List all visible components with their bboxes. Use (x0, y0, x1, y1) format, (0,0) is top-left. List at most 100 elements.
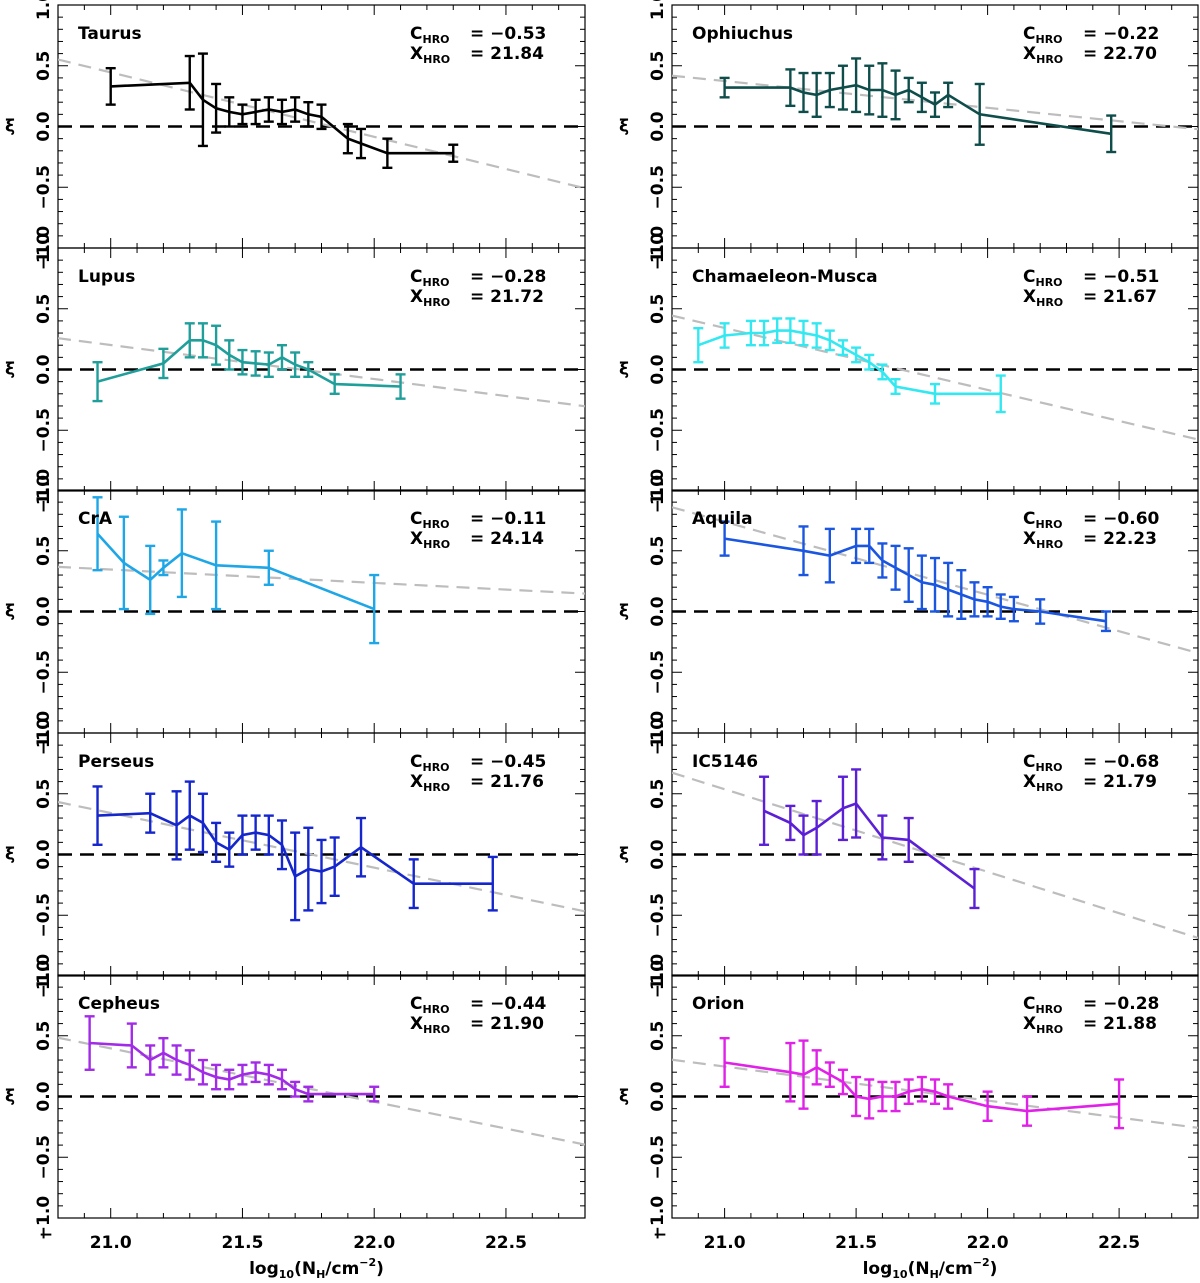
y-axis-label: ξ (5, 602, 15, 622)
y-tick-label: −0.5 (34, 650, 54, 694)
y-axis-label: ξ (619, 602, 629, 622)
x-hro-value: = 22.23 (1083, 529, 1157, 549)
c-hro-subscript: HRO (422, 518, 449, 531)
y-tick-label: 0.5 (648, 779, 668, 809)
panel-title: Chamaeleon-Musca (692, 267, 878, 287)
x-hro-label: XHRO (1023, 287, 1063, 309)
panel-perseus: −1.0−0.50.00.51.0ξPerseus CHRO = −0.45XHRO… (5, 718, 585, 998)
panel-cepheus: −1.0−0.50.00.51.0ξCepheus CHRO = −0.44XHRO… (5, 960, 585, 1281)
panel-title: Taurus (78, 24, 142, 44)
y-tick-label: 1.0 (648, 233, 668, 263)
c-hro-subscript: HRO (1035, 518, 1062, 531)
fit-line (58, 338, 585, 406)
x-hro-value: = 24.14 (470, 529, 544, 549)
y-tick-label: 1.0 (34, 0, 54, 20)
c-hro-label: CHRO (1023, 752, 1063, 774)
c-hro-subscript: HRO (1035, 276, 1062, 289)
x-axis-label: log10(NH/cm−2) (863, 1256, 998, 1281)
c-hro-label: CHRO (410, 267, 450, 289)
x-tick-label: 22.5 (1098, 1233, 1140, 1253)
x-hro-value: = 21.67 (1083, 287, 1157, 307)
y-tick-label: 0.5 (34, 1021, 54, 1051)
x-axis-label-part: /cm (939, 1259, 973, 1279)
x-hro-value: = 21.76 (470, 772, 544, 792)
y-tick-label: 0.5 (34, 779, 54, 809)
c-hro-label: CHRO (410, 24, 450, 46)
c-hro-value: = −0.53 (470, 24, 546, 44)
x-axis-label-part: (N (908, 1259, 930, 1279)
panel-taurus: −1.0−0.50.00.51.0ξTaurus CHRO = −0.53XHRO =… (5, 0, 585, 270)
c-hro-value: = −0.68 (1083, 752, 1159, 772)
x-tick-label: 22.0 (967, 1233, 1009, 1253)
error-bar (904, 548, 914, 601)
y-tick-label: 0.0 (648, 1081, 668, 1111)
y-tick-label: −0.5 (648, 893, 668, 937)
c-hro-label: CHRO (410, 752, 450, 774)
panel-title: IC5146 (692, 752, 758, 772)
error-bar (198, 794, 208, 852)
y-tick-label: 1.0 (34, 960, 54, 990)
y-tick-label: 1.0 (648, 0, 668, 20)
x-axis-label-part: 10 (892, 1268, 908, 1281)
y-tick-label: −0.5 (648, 1135, 668, 1179)
x-hro-subscript: HRO (1036, 538, 1063, 551)
panel-title: Aquila (692, 509, 753, 529)
y-axis-label: ξ (619, 1087, 629, 1107)
error-bar (356, 818, 366, 876)
y-tick-label: 0.0 (648, 839, 668, 869)
c-hro-subscript: HRO (1035, 33, 1062, 46)
x-tick-label: 21.0 (704, 1233, 746, 1253)
c-hro-label: CHRO (1023, 994, 1063, 1016)
x-tick-label: 21.5 (835, 1233, 877, 1253)
c-hro-value: = −0.11 (470, 509, 546, 529)
x-axis-label-part: ) (376, 1259, 384, 1279)
y-tick-label: 1.0 (648, 960, 668, 990)
y-tick-label: −0.5 (648, 650, 668, 694)
x-hro-subscript: HRO (1036, 53, 1063, 66)
y-tick-label: 0.5 (648, 1021, 668, 1051)
x-hro-value: = 21.79 (1083, 772, 1157, 792)
x-tick-label: 21.0 (90, 1233, 132, 1253)
y-tick-label: −0.5 (34, 165, 54, 209)
y-tick-label: 1.0 (34, 233, 54, 263)
error-bar (158, 1038, 168, 1067)
y-tick-label: 0.5 (648, 51, 668, 81)
c-hro-subscript: HRO (1035, 1003, 1062, 1016)
y-tick-label: 1.0 (34, 718, 54, 748)
x-hro-value: = 21.90 (470, 1014, 544, 1034)
x-hro-label: XHRO (410, 44, 450, 66)
x-hro-value: = 21.72 (470, 287, 544, 307)
y-tick-label: 0.0 (34, 111, 54, 141)
error-bar (211, 823, 221, 862)
c-hro-subscript: HRO (422, 33, 449, 46)
x-hro-subscript: HRO (423, 296, 450, 309)
error-bar (877, 543, 887, 577)
error-bar (838, 340, 848, 355)
error-bar (224, 340, 234, 369)
x-hro-value: = 21.88 (1083, 1014, 1157, 1034)
x-hro-label: XHRO (1023, 44, 1063, 66)
x-axis-label-part: 10 (279, 1268, 295, 1281)
panel-ic5146: −1.0 −0.5 0.0 0.5 1.0 ξ IC5146 CHRO = −0.68 XHRO =… (619, 718, 1198, 998)
c-hro-value: = −0.60 (1083, 509, 1160, 529)
c-hro-label: CHRO (1023, 24, 1063, 46)
y-axis-label: ξ (619, 360, 629, 380)
y-tick-label: 0.0 (34, 1081, 54, 1111)
y-axis-label: ξ (5, 117, 15, 137)
x-hro-label: XHRO (1023, 1014, 1063, 1036)
y-axis-label: ξ (619, 117, 629, 137)
c-hro-value: = −0.45 (470, 752, 546, 772)
panel-title: Orion (692, 994, 744, 1014)
y-axis-label: ξ (5, 845, 15, 865)
y-tick-label: 0.5 (34, 51, 54, 81)
c-hro-value: = −0.28 (1083, 994, 1159, 1014)
x-tick-label: 22.5 (485, 1233, 527, 1253)
panel-title: Cepheus (78, 994, 160, 1014)
error-bar (145, 1045, 155, 1074)
error-bar (277, 820, 287, 869)
x-axis-minus-mark: − (39, 1225, 53, 1245)
error-bar (891, 546, 901, 590)
x-hro-value: = 21.84 (470, 44, 544, 64)
panel-lupus: −1.0−0.50.00.51.0ξLupus CHRO = −0.28XHRO = … (5, 233, 585, 513)
x-hro-subscript: HRO (423, 1023, 450, 1036)
